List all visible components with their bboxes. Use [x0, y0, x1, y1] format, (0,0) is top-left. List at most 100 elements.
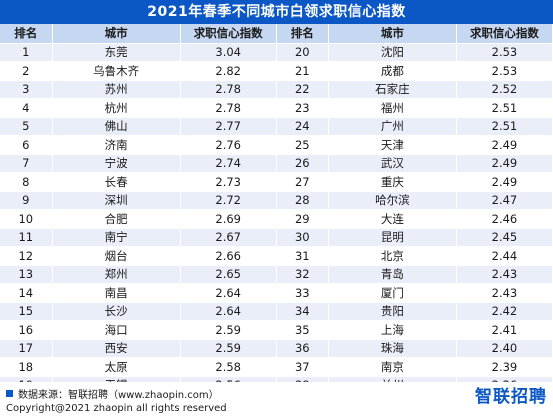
cell-city-left: 南昌 [52, 283, 181, 303]
cell-city-right: 南京 [328, 357, 457, 377]
cell-city-left: 宁波 [52, 154, 181, 173]
cell-city-left: 烟台 [52, 246, 181, 266]
cell-city-left: 海口 [52, 320, 181, 340]
cell-rank-left: 10 [0, 209, 53, 229]
cell-rank-right: 27 [275, 172, 329, 192]
cell-score-left: 2.59 [180, 320, 277, 340]
table-body: 1 东莞 3.04 20 沈阳 2.53 2 乌鲁木齐 2.82 21 成都 2.53 3 苏州 2.78 2… [0, 43, 553, 395]
table-row: 8 长春 2.73 27 重庆 2.49 [0, 172, 553, 192]
cell-city-left: 西安 [52, 339, 181, 358]
header-city-right: 城市 [328, 24, 457, 44]
cell-rank-right: 33 [275, 283, 329, 303]
cell-score-left: 2.82 [180, 61, 277, 81]
cell-rank-right: 37 [275, 357, 329, 377]
cell-rank-right: 25 [275, 135, 329, 155]
cell-city-right: 成都 [328, 61, 457, 81]
cell-score-right: 2.43 [456, 283, 553, 303]
cell-city-right: 天津 [328, 135, 457, 155]
cell-city-left: 乌鲁木齐 [52, 61, 181, 81]
cell-score-left: 2.66 [180, 246, 277, 266]
cell-city-right: 珠海 [328, 339, 457, 358]
cell-score-left: 2.64 [180, 302, 277, 321]
cell-rank-left: 2 [0, 61, 53, 81]
cell-rank-left: 7 [0, 154, 53, 173]
cell-rank-right: 31 [275, 246, 329, 266]
cell-score-left: 2.73 [180, 172, 277, 192]
cell-rank-left: 8 [0, 172, 53, 192]
cell-rank-left: 6 [0, 135, 53, 155]
cell-city-left: 太原 [52, 357, 181, 377]
cell-city-right: 青岛 [328, 265, 457, 284]
cell-score-left: 2.72 [180, 191, 277, 210]
cell-city-right: 重庆 [328, 172, 457, 192]
cell-score-right: 2.47 [456, 191, 553, 210]
cell-rank-right: 32 [275, 265, 329, 284]
cell-city-left: 苏州 [52, 80, 181, 99]
header-score-right: 求职信心指数 [456, 24, 553, 44]
cell-city-left: 佛山 [52, 117, 181, 136]
cell-rank-right: 28 [275, 191, 329, 210]
cell-city-left: 深圳 [52, 191, 181, 210]
header-rank-left: 排名 [0, 24, 53, 44]
source-text: 数据来源：智联招聘（www.zhaopin.com） [18, 389, 219, 401]
table-row: 12 烟台 2.66 31 北京 2.44 [0, 246, 553, 266]
cell-city-left: 长春 [52, 172, 181, 192]
header-rank-right: 排名 [275, 24, 329, 44]
cell-city-left: 郑州 [52, 265, 181, 284]
square-bullet-icon [6, 389, 13, 397]
table-row: 11 南宁 2.67 30 昆明 2.45 [0, 228, 553, 247]
cell-rank-right: 34 [275, 302, 329, 321]
cell-rank-left: 17 [0, 339, 53, 358]
cell-city-right: 哈尔滨 [328, 191, 457, 210]
table-row: 15 长沙 2.64 34 贵阳 2.42 [0, 302, 553, 321]
cell-rank-right: 29 [275, 209, 329, 229]
ranking-table: 排名 城市 求职信心指数 排名 城市 求职信心指数 1 东莞 3.04 20 沈阳 2.5… [0, 24, 553, 395]
cell-city-right: 武汉 [328, 154, 457, 173]
cell-city-left: 杭州 [52, 98, 181, 118]
table-row: 16 海口 2.59 35 上海 2.41 [0, 320, 553, 340]
cell-city-left: 济南 [52, 135, 181, 155]
footer: 数据来源：智联招聘（www.zhaopin.com） Copyright@202… [0, 382, 553, 418]
cell-city-right: 沈阳 [328, 43, 457, 62]
cell-score-right: 2.39 [456, 357, 553, 377]
cell-city-left: 合肥 [52, 209, 181, 229]
brand-logo: 智联招聘 [475, 386, 547, 407]
cell-score-left: 2.67 [180, 228, 277, 247]
cell-score-left: 2.65 [180, 265, 277, 284]
cell-city-left: 长沙 [52, 302, 181, 321]
cell-city-right: 石家庄 [328, 80, 457, 99]
cell-city-left: 东莞 [52, 43, 181, 62]
cell-rank-right: 26 [275, 154, 329, 173]
cell-rank-right: 22 [275, 80, 329, 99]
cell-score-left: 2.76 [180, 135, 277, 155]
cell-score-right: 2.51 [456, 117, 553, 136]
cell-rank-left: 13 [0, 265, 53, 284]
cell-score-right: 2.42 [456, 302, 553, 321]
cell-score-right: 2.53 [456, 43, 553, 62]
cell-rank-right: 30 [275, 228, 329, 247]
cell-score-right: 2.45 [456, 228, 553, 247]
cell-score-left: 2.59 [180, 339, 277, 358]
cell-city-left: 南宁 [52, 228, 181, 247]
cell-score-right: 2.44 [456, 246, 553, 266]
cell-score-left: 2.58 [180, 357, 277, 377]
cell-score-right: 2.49 [456, 154, 553, 173]
cell-city-right: 昆明 [328, 228, 457, 247]
cell-score-right: 2.41 [456, 320, 553, 340]
table-row: 7 宁波 2.74 26 武汉 2.49 [0, 154, 553, 173]
cell-city-right: 上海 [328, 320, 457, 340]
cell-score-right: 2.53 [456, 61, 553, 81]
cell-rank-right: 35 [275, 320, 329, 340]
cell-city-right: 广州 [328, 117, 457, 136]
table-row: 1 东莞 3.04 20 沈阳 2.53 [0, 43, 553, 62]
cell-city-right: 厦门 [328, 283, 457, 303]
cell-score-right: 2.52 [456, 80, 553, 99]
table-row: 2 乌鲁木齐 2.82 21 成都 2.53 [0, 61, 553, 81]
table-header: 排名 城市 求职信心指数 排名 城市 求职信心指数 [0, 24, 553, 44]
cell-rank-left: 18 [0, 357, 53, 377]
cell-score-right: 2.49 [456, 172, 553, 192]
header-score-left: 求职信心指数 [180, 24, 277, 44]
table-row: 13 郑州 2.65 32 青岛 2.43 [0, 265, 553, 284]
table-row: 9 深圳 2.72 28 哈尔滨 2.47 [0, 191, 553, 210]
copyright-text: Copyright@2021 zhaopin all rights reserv… [6, 403, 227, 414]
